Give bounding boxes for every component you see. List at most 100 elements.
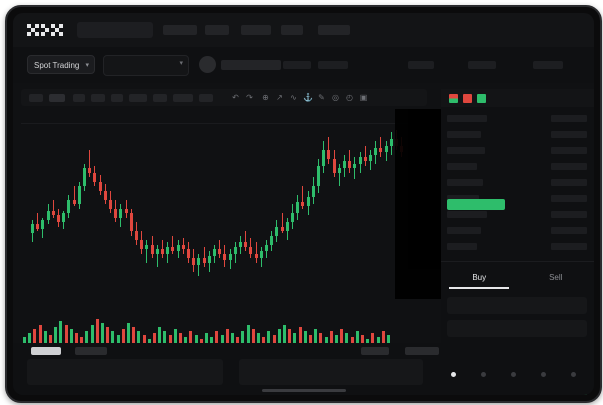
candle-body	[51, 210, 55, 216]
redo-icon[interactable]: ↷	[246, 93, 253, 102]
tab-sell[interactable]: Sell	[549, 273, 563, 282]
orderbook-asks-icon[interactable]	[463, 94, 472, 103]
orderbook-row[interactable]	[551, 163, 587, 170]
market-type-selector[interactable]: Spot Trading ▾	[27, 55, 95, 74]
candle-wick	[354, 156, 356, 180]
candle-body	[62, 213, 66, 222]
nav-item-3[interactable]	[241, 25, 271, 35]
orderbook-row[interactable]	[447, 163, 477, 170]
pagination-dot-3[interactable]	[511, 372, 516, 377]
volume-bar	[33, 329, 37, 355]
bottom-tab-more[interactable]	[405, 347, 439, 355]
candle-body	[31, 224, 34, 234]
orderbook-row[interactable]	[551, 211, 587, 218]
wave-icon[interactable]: ∿	[290, 93, 297, 102]
volume-bar	[173, 329, 177, 355]
nav-item-5[interactable]	[318, 25, 350, 35]
candle-body	[83, 168, 86, 186]
crosshair-icon[interactable]: ⊕	[262, 93, 269, 102]
search-input[interactable]	[77, 22, 153, 38]
volume-bar	[288, 329, 292, 355]
okx-logo-icon[interactable]	[27, 23, 67, 37]
nav-item-2[interactable]	[205, 25, 229, 35]
interval-chip-2[interactable]	[49, 94, 65, 102]
orderbook-bids-icon[interactable]	[477, 94, 486, 103]
candle-body	[124, 208, 128, 213]
candle-body	[317, 165, 320, 186]
orderbook-row[interactable]	[551, 227, 587, 234]
candle-body	[249, 246, 253, 254]
bottom-card-2[interactable]	[239, 359, 423, 385]
orderbook-row[interactable]	[447, 147, 485, 154]
volume-bar	[314, 329, 318, 355]
bottom-tab-history[interactable]	[75, 347, 107, 355]
orderbook-row[interactable]	[447, 195, 479, 202]
camera-icon[interactable]: ▣	[359, 93, 368, 102]
price-field[interactable]	[447, 297, 587, 314]
interval-chip-1[interactable]	[29, 94, 43, 102]
candle-body	[244, 242, 248, 247]
interval-chip-4[interactable]	[91, 94, 105, 102]
bottom-tab-open-orders[interactable]	[31, 347, 61, 355]
candle-body	[187, 249, 190, 258]
app-screen: Spot Trading ▾ ▾ ↶ ↷	[13, 13, 594, 395]
trade-tabs: Buy Sell	[441, 267, 594, 289]
bottom-tab-assets[interactable]	[361, 347, 389, 355]
target-icon[interactable]: ◎	[332, 93, 339, 102]
clock-icon[interactable]: ◴	[346, 93, 353, 102]
pagination-dot-1[interactable]	[451, 372, 456, 377]
orderbook-row[interactable]	[447, 243, 477, 250]
volume-bar	[121, 329, 125, 355]
price-chart[interactable]	[21, 109, 427, 309]
chart-type-chip[interactable]	[199, 94, 213, 102]
brush-icon[interactable]: ✎	[318, 93, 325, 102]
orderbook-row[interactable]	[551, 147, 587, 154]
nav-item-1[interactable]	[163, 25, 197, 35]
interval-chip-5[interactable]	[111, 94, 123, 102]
nav-item-4[interactable]	[281, 25, 303, 35]
orderbook-row[interactable]	[551, 179, 587, 186]
orderbook-row[interactable]	[447, 115, 487, 122]
orderbook-row[interactable]	[447, 211, 487, 218]
magnet-icon[interactable]: ⚓	[303, 93, 313, 102]
amount-field[interactable]	[447, 320, 587, 337]
candle-body	[265, 244, 268, 252]
indicator-chip[interactable]	[173, 94, 193, 102]
pagination-dot-2[interactable]	[481, 372, 486, 377]
undo-icon[interactable]: ↶	[232, 93, 239, 102]
candle-body	[140, 240, 144, 249]
interval-chip-6[interactable]	[129, 94, 147, 102]
candle-wick	[172, 235, 174, 254]
candle-body	[369, 154, 372, 162]
trendline-icon[interactable]: ↗	[276, 93, 283, 102]
candle-body	[150, 244, 154, 254]
candle-body	[176, 244, 180, 252]
candle-body	[72, 199, 76, 204]
candle-wick	[245, 231, 247, 252]
trading-pair-selector[interactable]: ▾	[103, 55, 189, 76]
pagination-dot-4[interactable]	[541, 372, 546, 377]
interval-chip-3[interactable]	[73, 94, 85, 102]
bottom-card-1[interactable]	[27, 359, 223, 385]
candle-body	[270, 235, 274, 245]
interval-chip-7[interactable]	[153, 94, 167, 102]
orderbook-row[interactable]	[447, 131, 481, 138]
candle-body	[135, 231, 138, 240]
volume-bar	[132, 327, 136, 355]
candle-body	[353, 163, 357, 168]
orderbook-row[interactable]	[551, 243, 587, 250]
pagination-dot-5[interactable]	[571, 372, 576, 377]
orderbook-row[interactable]	[447, 227, 481, 234]
orderbook-row[interactable]	[447, 179, 483, 186]
tab-buy[interactable]: Buy	[472, 273, 487, 282]
candle-wick	[52, 199, 54, 218]
candle-wick	[203, 246, 205, 267]
orderbook-both-icon[interactable]	[449, 94, 458, 103]
candle-body	[296, 201, 300, 213]
orderbook-header	[441, 89, 594, 107]
orderbook-row[interactable]	[551, 195, 587, 202]
volume-bar	[246, 325, 250, 355]
orderbook-row[interactable]	[551, 131, 587, 138]
volume-bar	[127, 323, 130, 355]
orderbook-row[interactable]	[551, 115, 587, 122]
